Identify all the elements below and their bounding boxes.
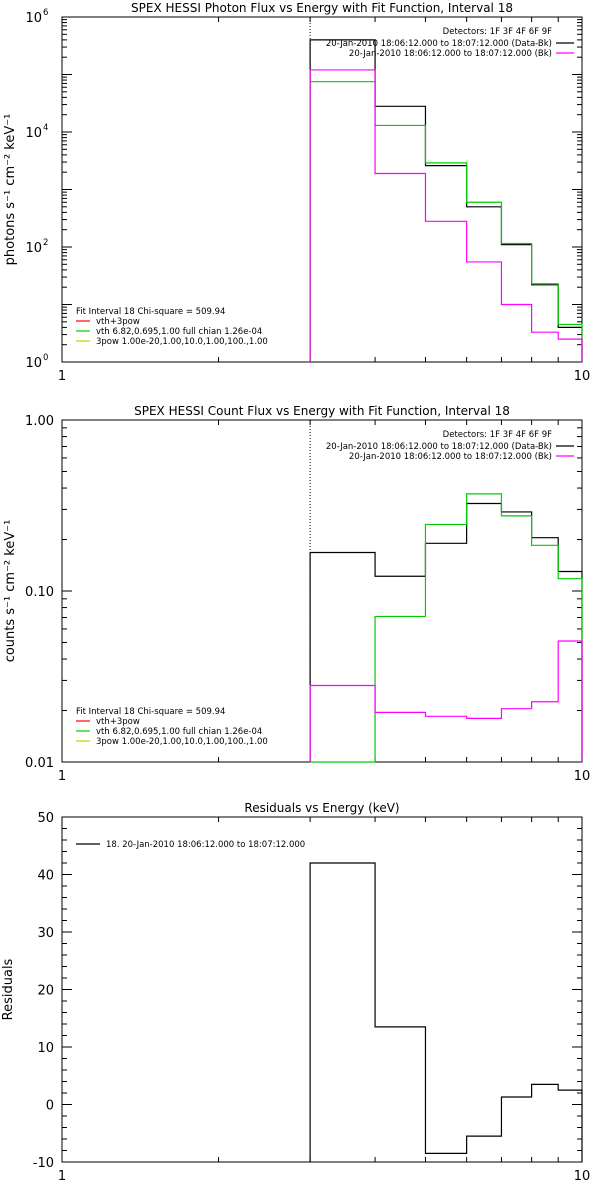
y-tick-label: 10 (25, 241, 42, 256)
legend-residual-label: 18. 20-Jan-2010 18:06:12.000 to 18:07:12… (106, 840, 305, 850)
y-tick-label: 1.00 (25, 414, 54, 429)
y-tick-label: 50 (37, 811, 54, 826)
series-data-step (309, 862, 583, 1162)
y-tick-label: 10 (25, 356, 42, 371)
x-tick-label: 1 (58, 369, 66, 384)
legend-fit-header: Fit Interval 18 Chi-square = 509.94 (76, 707, 225, 717)
x-tick-label: 1 (58, 769, 66, 784)
y-axis-label: Residuals (1, 958, 16, 1020)
series-data-step (309, 502, 583, 762)
series-green-step (310, 493, 583, 763)
chart-title: Residuals vs Energy (keV) (244, 801, 399, 815)
y-tick-label: 0 (46, 1099, 54, 1114)
chart-title: SPEX HESSI Count Flux vs Energy with Fit… (134, 404, 510, 418)
y-tick-label: 10 (37, 1041, 54, 1056)
y-tick-label: 40 (37, 869, 54, 884)
legend-data-label: 20-Jan-2010 18:06:12.000 to 18:07:12.000… (326, 442, 552, 452)
x-tick-label: 10 (574, 1169, 591, 1184)
legend-data-label: 20-Jan-2010 18:06:12.000 to 18:07:12.000… (326, 39, 552, 49)
y-tick-label: 10 (25, 11, 42, 26)
legend-red-label: vth+3pow (96, 717, 140, 727)
series-bk-step (309, 640, 583, 762)
x-tick-label: 1 (58, 1169, 66, 1184)
y-tick-label: 30 (37, 926, 54, 941)
series-data-step (309, 39, 583, 362)
legend-green-label: vth 6.82,0.695,1.00 full chian 1.26e-04 (96, 327, 262, 337)
chart-1: SPEX HESSI Photon Flux vs Energy with Fi… (3, 1, 590, 384)
x-tick-label: 10 (574, 769, 591, 784)
y-tick-label: 20 (37, 984, 54, 999)
chart-3: Residuals vs Energy (keV) 1 10 -10 0 10 20 30 40… (1, 801, 590, 1184)
y-axis-label: counts s⁻¹ cm⁻² keV⁻¹ (3, 520, 18, 663)
y-tick-exponent: 4 (43, 123, 48, 133)
chart-title: SPEX HESSI Photon Flux vs Energy with Fi… (131, 1, 513, 15)
legend-bk-label: 20-Jan-2010 18:06:12.000 to 18:07:12.000… (349, 49, 552, 59)
legend-bk-label: 20-Jan-2010 18:06:12.000 to 18:07:12.000… (349, 452, 552, 462)
legend-detectors: Detectors: 1F 3F 4F 6F 9F (443, 430, 552, 440)
y-tick-label: -10 (33, 1156, 54, 1171)
x-tick-label: 10 (574, 369, 591, 384)
plot-frame (61, 816, 583, 1163)
legend-yellow-label: 3pow 1.00e-20,1.00,10.0,1.00,100.,1.00 (96, 337, 268, 347)
y-tick-exponent: 6 (43, 8, 48, 18)
legend-fit-header: Fit Interval 18 Chi-square = 509.94 (76, 307, 225, 317)
y-tick-exponent: 0 (43, 353, 48, 363)
legend-detectors: Detectors: 1F 3F 4F 6F 9F (443, 27, 552, 37)
y-tick-label: 0.01 (25, 756, 54, 771)
legend-green-label: vth 6.82,0.695,1.00 full chian 1.26e-04 (96, 727, 262, 737)
legend-red-label: vth+3pow (96, 317, 140, 327)
chart-2: SPEX HESSI Count Flux vs Energy with Fit… (3, 404, 590, 784)
series-bk-step (309, 69, 583, 362)
y-tick-exponent: 2 (43, 238, 48, 248)
y-tick-label: 10 (25, 126, 42, 141)
y-tick-label: 0.10 (25, 585, 54, 600)
y-axis-label: photons s⁻¹ cm⁻² keV⁻¹ (3, 114, 18, 266)
legend-yellow-label: 3pow 1.00e-20,1.00,10.0,1.00,100.,1.00 (96, 737, 268, 747)
